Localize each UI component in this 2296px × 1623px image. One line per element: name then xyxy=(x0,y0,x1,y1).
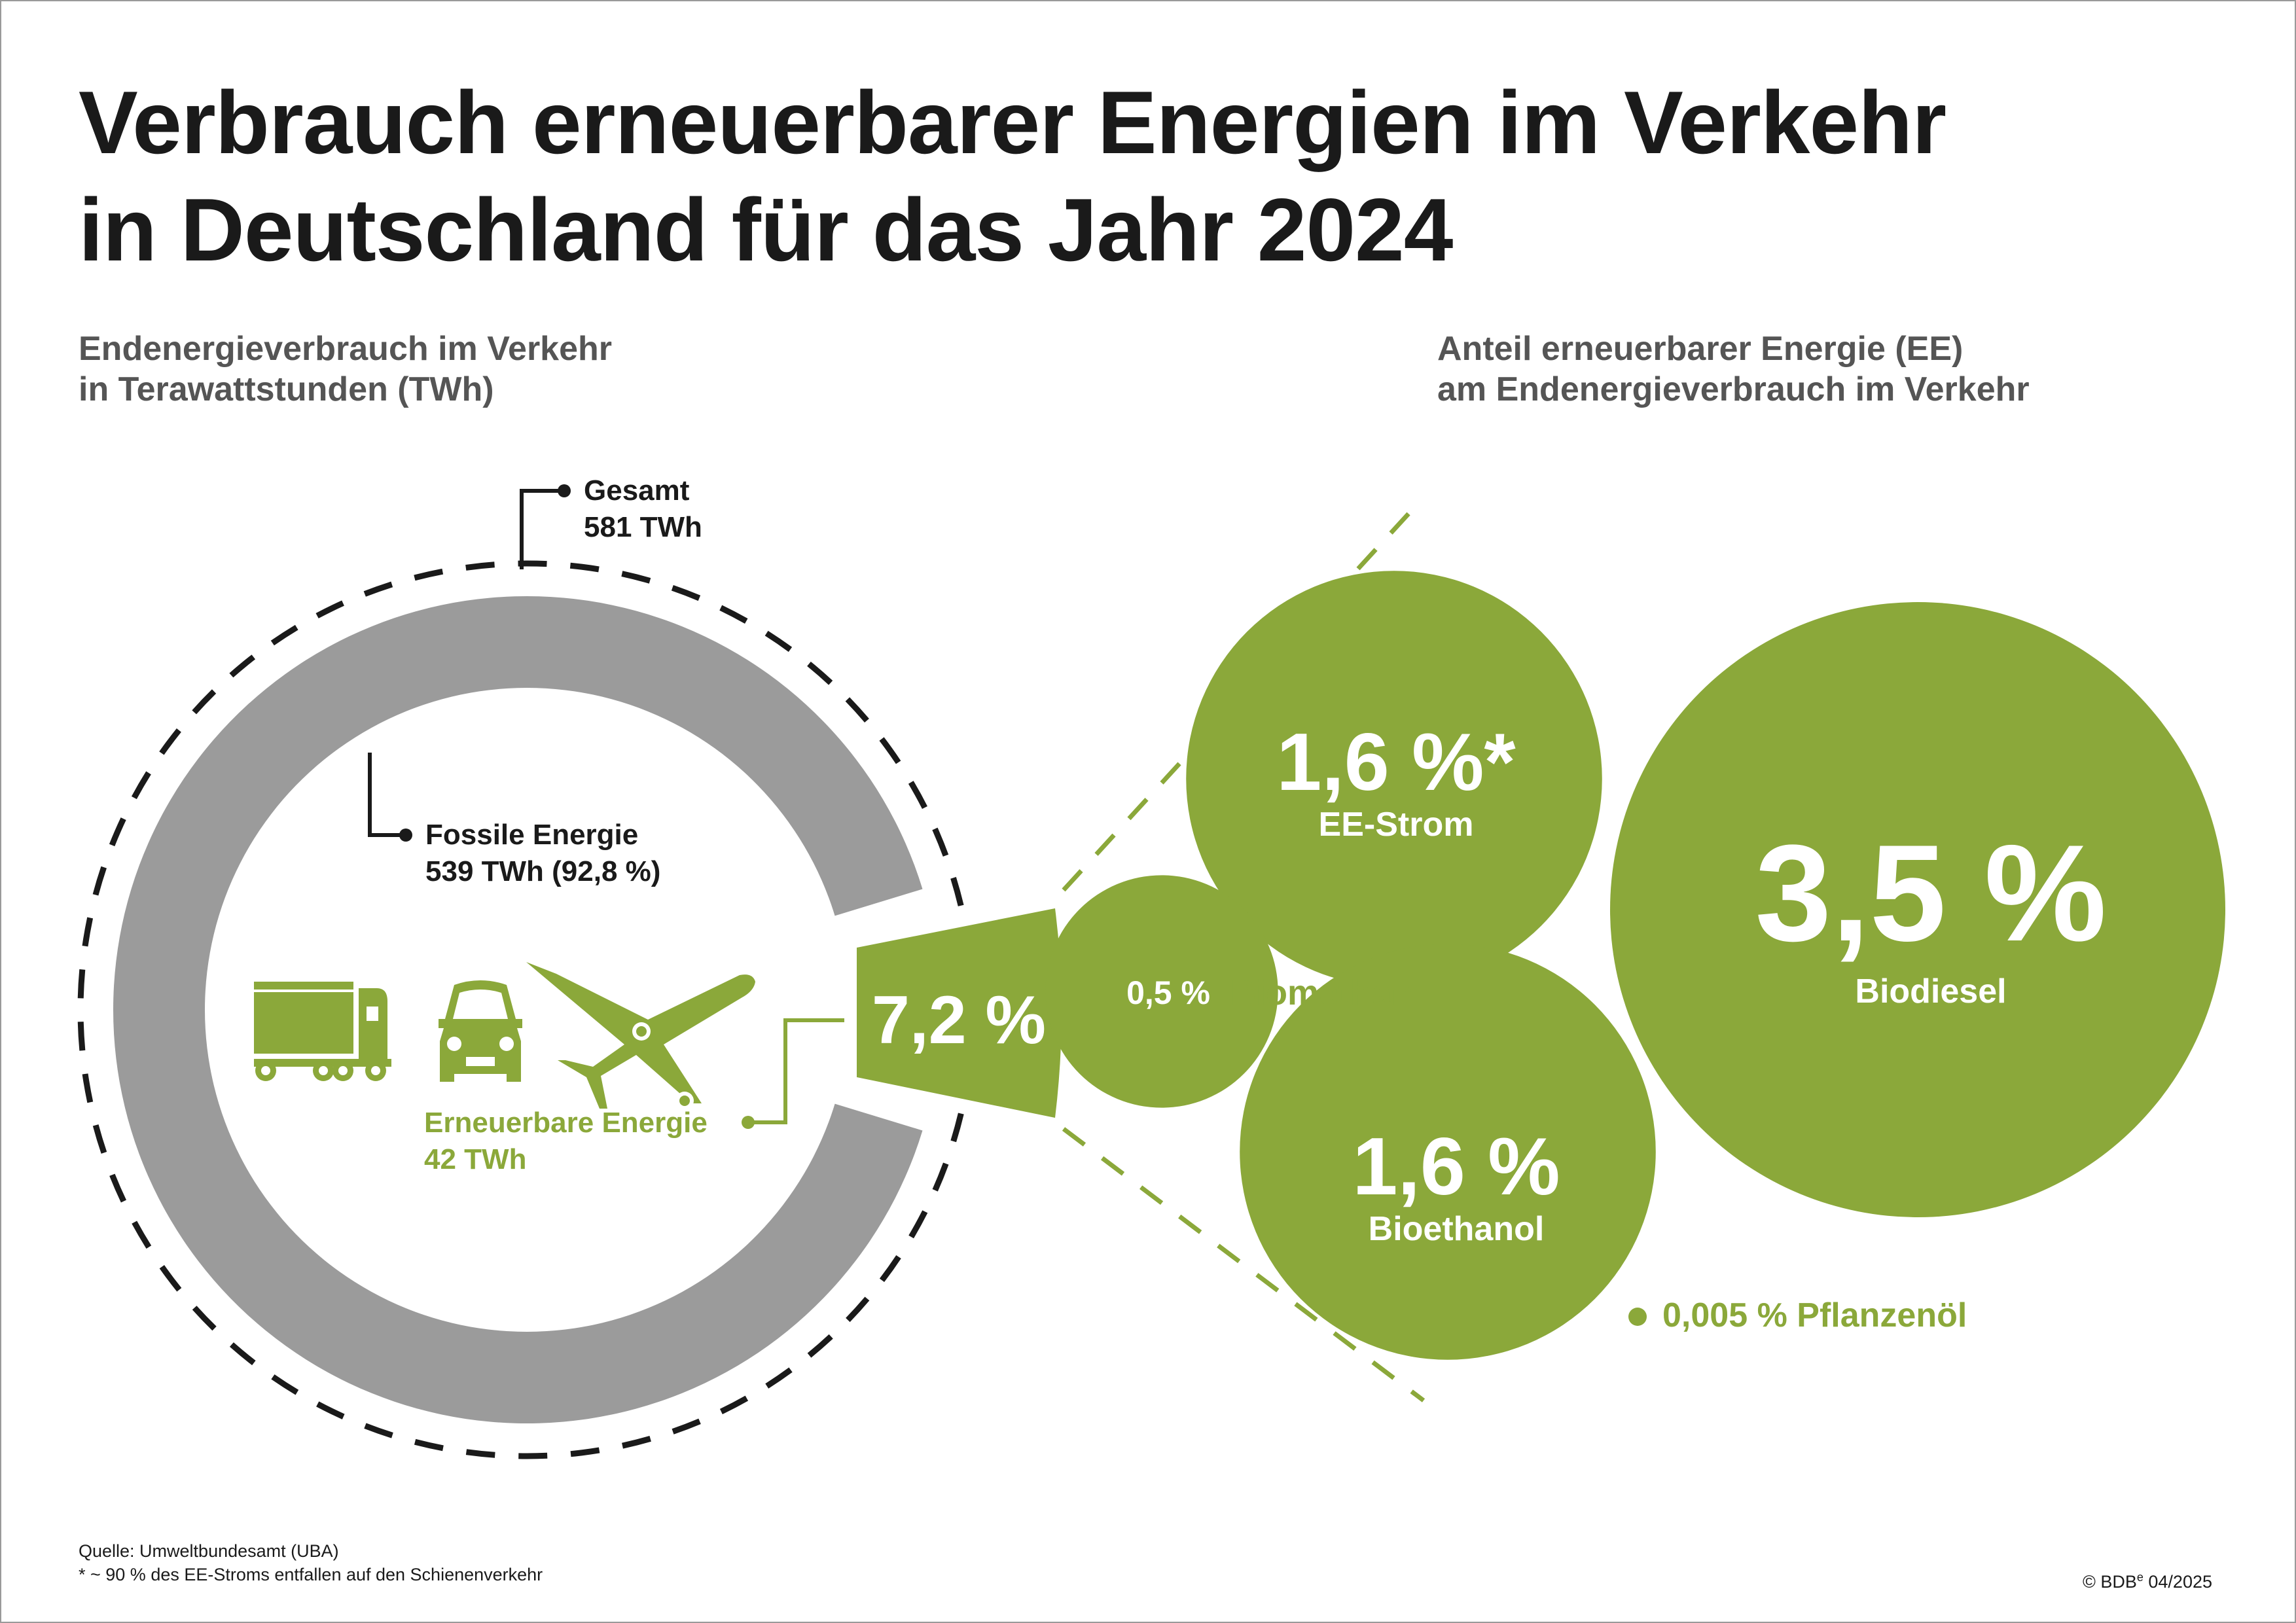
total-label: Gesamt xyxy=(584,474,690,507)
right-subtitle: Anteil erneuerbarer Energie (EE) am Ende… xyxy=(1437,329,2030,410)
biodiesel-percent: 3,5 % xyxy=(1755,816,2107,970)
bioethanol-percent: 1,6 % xyxy=(1352,1122,1560,1212)
donut-slice-renewable xyxy=(857,908,1062,1118)
left-subtitle: Endenergieverbrauch im Verkehr in Terawa… xyxy=(79,329,612,410)
renewable-leader-dot xyxy=(742,1116,755,1129)
copyright-date: 04/2025 xyxy=(2148,1572,2212,1592)
title-line-2: in Deutschland für das Jahr 2024 xyxy=(79,180,1453,279)
total-leader-line xyxy=(520,489,564,569)
pflanzenoel-label: 0,005 % Pflanzenöl xyxy=(1662,1296,1967,1335)
fossil-leader-line xyxy=(368,753,406,837)
car-icon xyxy=(439,980,522,1082)
footer-note: * ~ 90 % des EE-Stroms entfallen auf den… xyxy=(79,1565,543,1584)
bubble-bioethanol xyxy=(1240,944,1656,1360)
label-renewable: Erneuerbare Energie 42 TWh xyxy=(424,1105,708,1178)
bubble-bioethanol: 1,6 % Bioethanol xyxy=(1309,1124,1604,1249)
fossil-leader-dot xyxy=(399,829,412,842)
biomethan-label: Biomethan xyxy=(1230,973,1414,1012)
left-subtitle-line-1: Endenergieverbrauch im Verkehr xyxy=(79,330,613,368)
fossil-label: Fossile Energie xyxy=(425,819,639,851)
donut-chart xyxy=(77,484,1062,1459)
airplane-icon xyxy=(526,962,755,1110)
pflanzenoel-percent: 0,005 % xyxy=(1662,1296,1787,1334)
copyright-text: © BDB xyxy=(2082,1572,2137,1592)
donut-total-ring xyxy=(77,560,977,1459)
truck-icon xyxy=(254,982,391,1081)
renewable-label: Erneuerbare Energie xyxy=(424,1107,708,1139)
renewable-leader-line xyxy=(748,1018,844,1124)
renewable-value: 42 TWh xyxy=(424,1143,527,1175)
bubble-pflanzenl xyxy=(1628,1308,1647,1326)
ee-strom-percent: 1,6 %* xyxy=(1276,717,1516,808)
title-line-1: Verbrauch erneuerbarer Energien im Verke… xyxy=(79,73,1946,172)
bubble-chart xyxy=(1045,495,2225,1402)
total-leader-dot xyxy=(558,484,571,497)
donut-slice-fossil xyxy=(113,596,923,1424)
bioethanol-label: Bioethanol xyxy=(1368,1210,1545,1248)
biodiesel-label: Biodiesel xyxy=(1855,972,2007,1010)
bubble-ee-strom: 1,6 %* EE-Strom xyxy=(1249,720,1543,844)
total-value: 581 TWh xyxy=(584,511,702,543)
label-fossil: Fossile Energie 539 TWh (92,8 %) xyxy=(425,817,660,890)
left-subtitle-line-2: in Terawattstunden (TWh) xyxy=(79,370,494,408)
footer-source: Quelle: Umweltbundesamt (UBA) xyxy=(79,1541,339,1561)
right-subtitle-line-1: Anteil erneuerbarer Energie (EE) xyxy=(1437,330,1964,368)
copyright-sup: e xyxy=(2136,1571,2144,1584)
fossil-value: 539 TWh (92,8 %) xyxy=(425,855,661,887)
ee-strom-label: EE-Strom xyxy=(1318,806,1474,844)
pflanzenoel-name: Pflanzenöl xyxy=(1797,1296,1967,1334)
bubble-biodiesel: 3,5 % Biodiesel xyxy=(1636,818,2225,1014)
biomethan-percent: 0,5 % xyxy=(1126,974,1210,1011)
right-subtitle-line-2: am Endenergieverbrauch im Verkehr xyxy=(1437,370,2030,408)
bubble-biomethan xyxy=(1045,875,1278,1108)
bubble-biodiesel xyxy=(1610,602,2225,1217)
renewable-percent: 7,2 % xyxy=(872,982,1046,1058)
page-title: Verbrauch erneuerbarer Energien im Verke… xyxy=(79,69,1946,283)
footer-copyright: © BDBe 04/2025 xyxy=(2083,1565,2212,1594)
label-total: Gesamt 581 TWh xyxy=(584,473,702,546)
bubble-eestrom xyxy=(1186,571,1602,987)
